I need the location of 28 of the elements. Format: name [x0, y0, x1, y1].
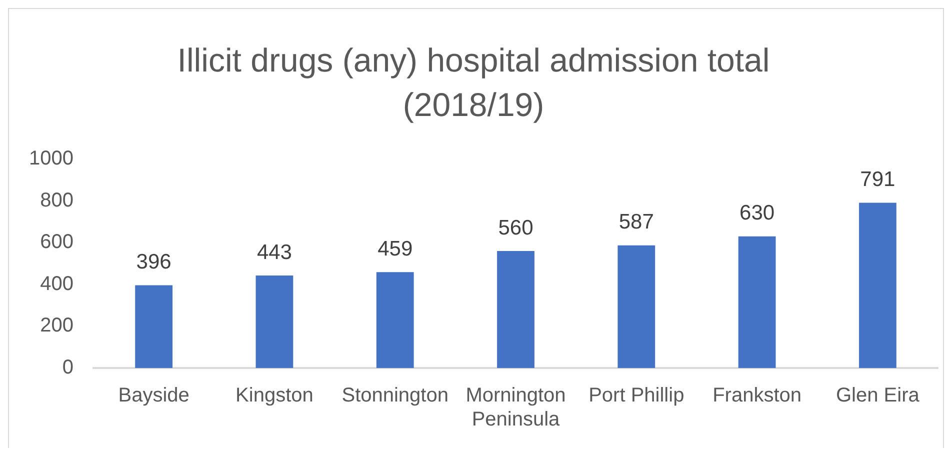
x-tick-label: Bayside [118, 384, 190, 407]
y-tick-label: 800 [40, 189, 74, 212]
x-tick-label: Stonnington [342, 384, 448, 407]
bar [738, 236, 776, 368]
bar [256, 275, 294, 368]
data-label: 791 [860, 168, 896, 192]
data-label: 587 [618, 210, 654, 234]
x-tick-label: Port Phillip [588, 384, 684, 407]
y-tick-label: 0 [62, 356, 74, 379]
x-tick-label: Mornington Peninsula [466, 384, 566, 431]
bar [618, 245, 656, 368]
data-label: 443 [256, 240, 292, 264]
x-tick-label: Glen Eira [836, 384, 920, 407]
bar [135, 285, 173, 368]
y-tick-label: 200 [40, 314, 74, 337]
x-tick-label: Kingston [236, 384, 314, 407]
y-tick-label: 1000 [28, 148, 74, 170]
data-label: 459 [378, 237, 413, 260]
bar [376, 272, 414, 368]
bar [858, 202, 896, 368]
chart-title: Illicit drugs (any) hospital admission total (2018/19) [177, 41, 770, 123]
x-tick-label: Frankston [712, 384, 802, 407]
y-tick-label: 600 [40, 231, 74, 254]
data-label: 560 [498, 216, 534, 240]
y-tick-label: 400 [40, 272, 74, 295]
data-label: 396 [136, 250, 172, 274]
data-label: 630 [740, 202, 775, 225]
bar [497, 251, 534, 368]
